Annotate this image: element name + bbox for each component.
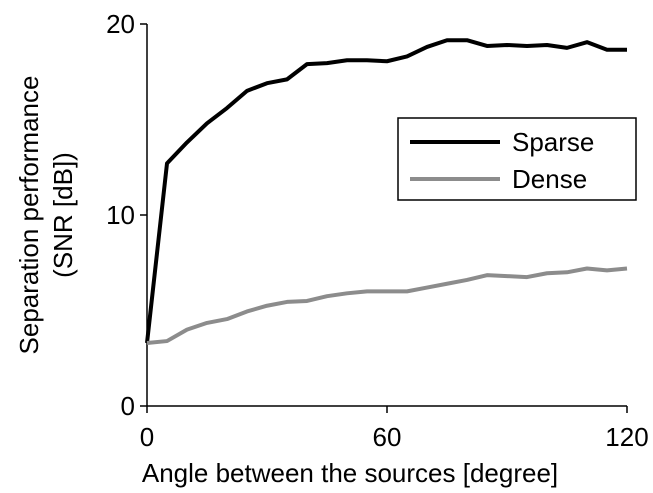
x-axis-label: Angle between the sources [degree]	[142, 458, 558, 488]
line	[145, 38, 627, 344]
line	[146, 266, 628, 345]
x-tick-label: 120	[605, 422, 648, 452]
y-axis-label: Separation performance	[14, 76, 44, 355]
legend-label: Sparse	[512, 127, 594, 157]
x-tick-label: 60	[373, 422, 402, 452]
y-axis-label: (SNR [dB])	[48, 152, 78, 278]
y-tick-label: 20	[106, 9, 135, 39]
y-tick-label: 10	[106, 200, 135, 230]
y-tick-label: 0	[121, 391, 135, 421]
legend-box	[397, 117, 637, 201]
x-tick-label: 0	[140, 422, 154, 452]
legend-label: Dense	[512, 164, 587, 194]
